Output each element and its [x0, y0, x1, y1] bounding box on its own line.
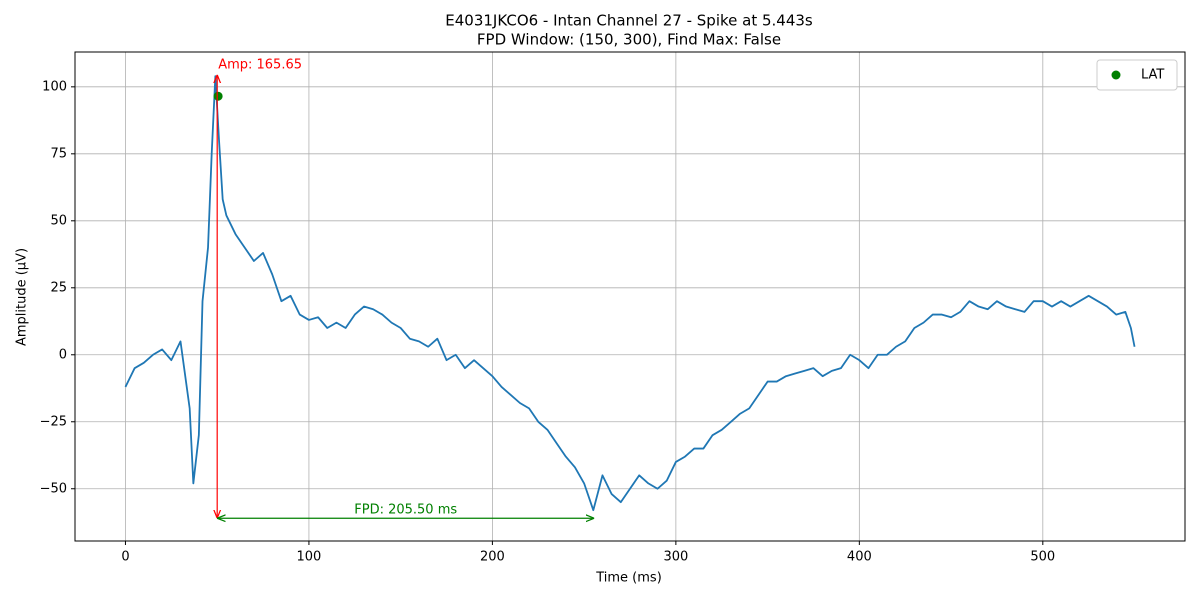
x-tick-label: 0 [121, 550, 129, 565]
y-tick-label: 75 [50, 146, 67, 161]
y-tick-label: 0 [59, 347, 67, 362]
data-point [213, 91, 223, 101]
x-tick-label: 200 [480, 550, 505, 565]
annotation-text: FPD: 205.50 ms [354, 503, 457, 518]
y-axis-label: Amplitude (µV) [15, 248, 30, 346]
plot-frame [74, 51, 1186, 542]
chart-title: E4031JKCO6 - Intan Channel 27 - Spike at… [445, 12, 813, 30]
x-tick-label: 500 [1030, 550, 1055, 565]
x-axis-label: Time (ms) [595, 571, 662, 586]
x-tick-label: 300 [663, 550, 688, 565]
data-line [124, 75, 1136, 512]
x-tick-label: 100 [297, 550, 322, 565]
y-tick-label: −25 [40, 414, 67, 429]
legend-label: LAT [1141, 68, 1164, 83]
y-tick-label: 100 [42, 79, 67, 94]
annotation-text: Amp: 165.65 [218, 57, 302, 72]
y-tick-label: 25 [50, 280, 67, 295]
legend-marker [1111, 70, 1121, 80]
y-tick-label: 50 [50, 213, 67, 228]
y-tick-label: −50 [40, 481, 67, 496]
legend-box [1096, 59, 1178, 91]
x-tick-label: 400 [847, 550, 872, 565]
chart-subtitle: FPD Window: (150, 300), Find Max: False [477, 31, 781, 49]
